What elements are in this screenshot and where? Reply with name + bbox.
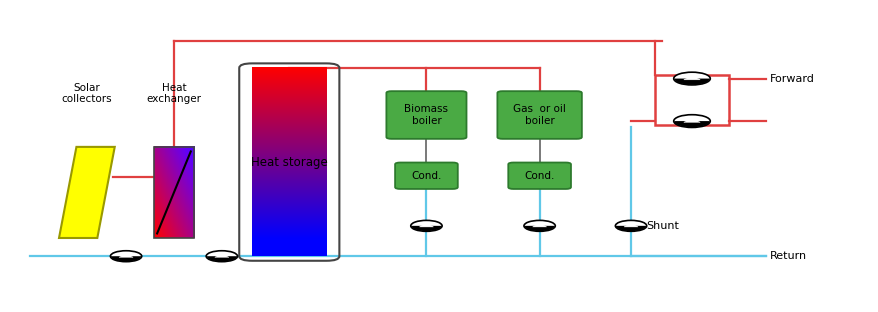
Wedge shape	[206, 256, 237, 261]
Polygon shape	[532, 223, 546, 227]
Wedge shape	[524, 226, 554, 231]
Text: Heat storage: Heat storage	[250, 156, 327, 168]
Circle shape	[615, 220, 646, 231]
Text: Cond.: Cond.	[524, 171, 554, 181]
Wedge shape	[411, 226, 441, 231]
Circle shape	[111, 251, 141, 262]
Polygon shape	[59, 147, 115, 238]
FancyBboxPatch shape	[507, 163, 571, 189]
Polygon shape	[419, 223, 433, 227]
Polygon shape	[683, 118, 700, 122]
Wedge shape	[673, 79, 709, 85]
Text: Heat
exchanger: Heat exchanger	[147, 83, 201, 105]
Polygon shape	[683, 76, 700, 80]
Text: Gas  or oil
boiler: Gas or oil boiler	[513, 104, 565, 126]
Text: Forward: Forward	[769, 74, 814, 84]
Polygon shape	[623, 223, 637, 227]
Text: Biomass
boiler: Biomass boiler	[404, 104, 448, 126]
Bar	[655, 75, 728, 125]
Wedge shape	[615, 226, 645, 231]
Circle shape	[206, 251, 237, 262]
Text: Shunt: Shunt	[646, 221, 679, 231]
Polygon shape	[214, 253, 228, 257]
Circle shape	[673, 72, 709, 85]
Circle shape	[410, 220, 442, 231]
Wedge shape	[111, 256, 141, 261]
Circle shape	[523, 220, 555, 231]
FancyBboxPatch shape	[497, 91, 581, 139]
FancyBboxPatch shape	[394, 163, 457, 189]
Text: Solar
collectors: Solar collectors	[61, 83, 112, 105]
Wedge shape	[673, 121, 709, 127]
Polygon shape	[119, 253, 133, 257]
Circle shape	[673, 115, 709, 128]
FancyBboxPatch shape	[386, 91, 466, 139]
Bar	[154, 147, 194, 238]
Text: Cond.: Cond.	[411, 171, 441, 181]
Text: Return: Return	[769, 251, 807, 261]
